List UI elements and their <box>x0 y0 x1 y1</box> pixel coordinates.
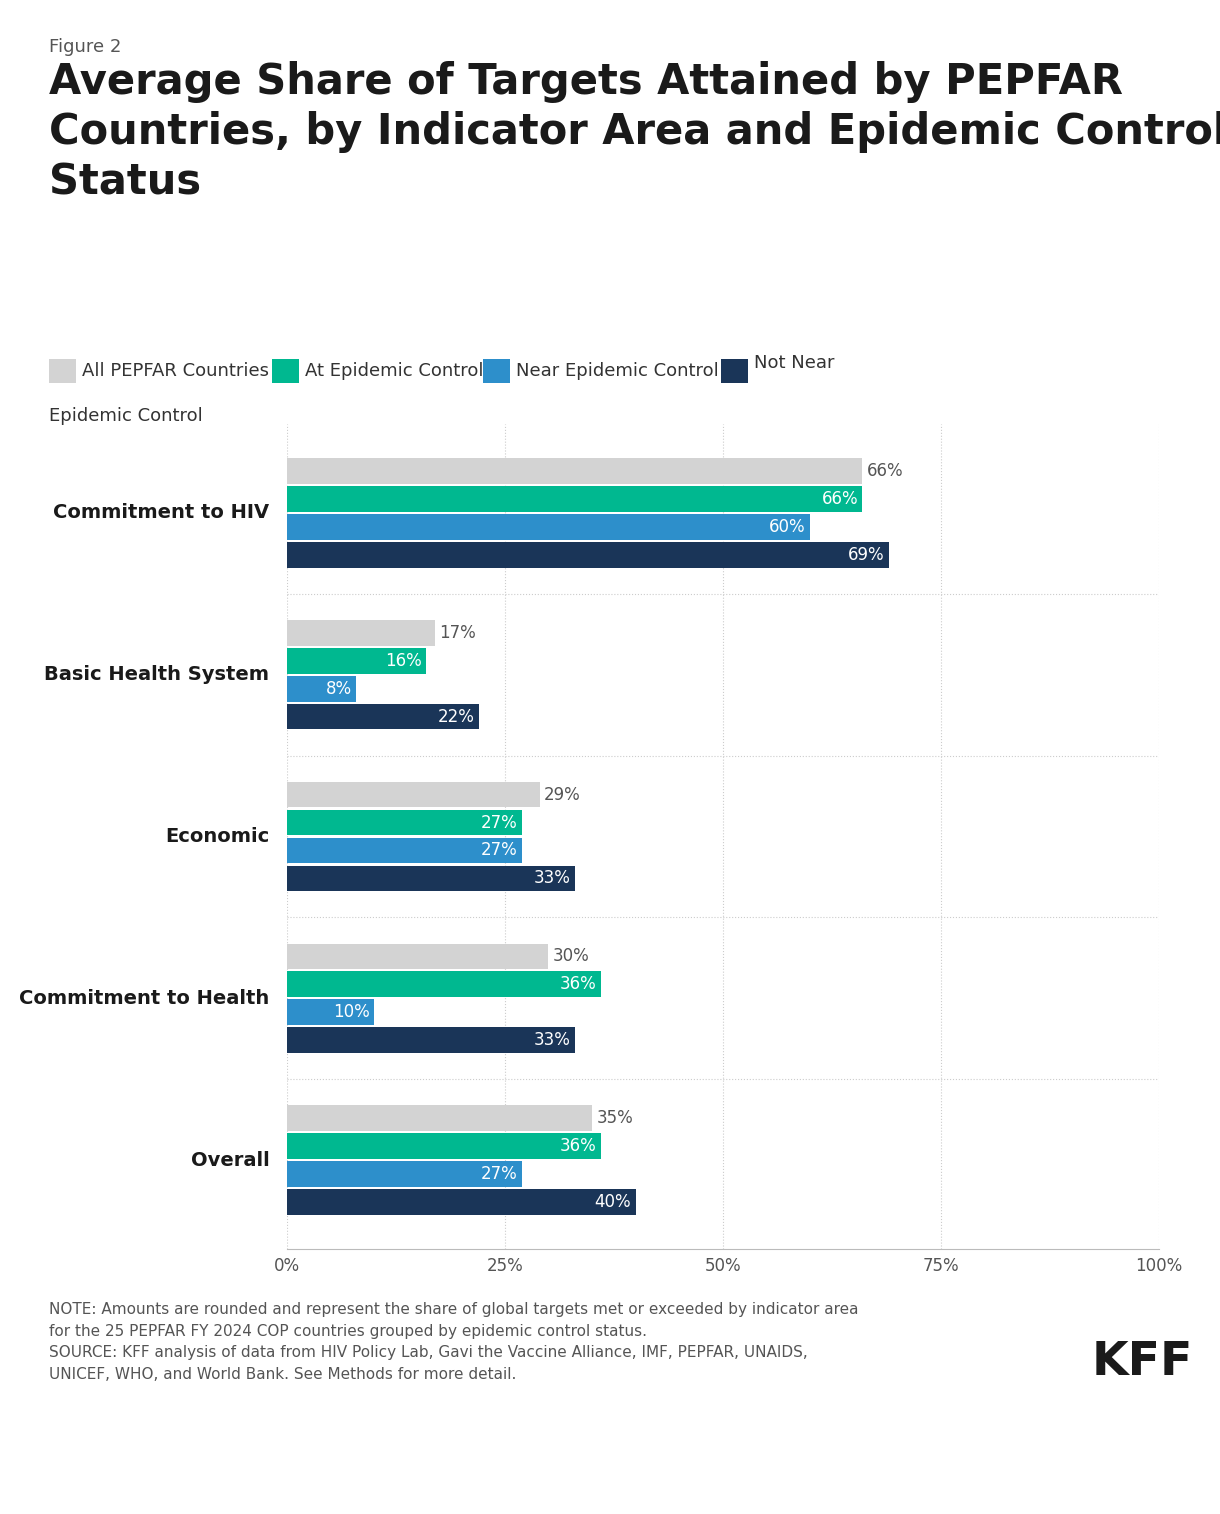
Text: At Epidemic Control: At Epidemic Control <box>305 362 483 380</box>
Text: Commitment to Health: Commitment to Health <box>20 989 270 1008</box>
Text: 66%: 66% <box>866 462 903 480</box>
Bar <box>287 542 888 568</box>
Bar <box>287 1105 592 1131</box>
Text: 30%: 30% <box>553 948 589 966</box>
Text: 8%: 8% <box>326 680 353 698</box>
Text: 10%: 10% <box>333 1004 370 1022</box>
Text: 16%: 16% <box>386 651 422 669</box>
Bar <box>287 515 810 539</box>
Text: 69%: 69% <box>848 547 884 563</box>
Text: KFF: KFF <box>1092 1340 1193 1385</box>
Text: Overall: Overall <box>190 1151 270 1170</box>
Text: NOTE: Amounts are rounded and represent the share of global targets met or excee: NOTE: Amounts are rounded and represent … <box>49 1302 859 1382</box>
Text: 60%: 60% <box>769 518 805 536</box>
Text: 22%: 22% <box>437 707 475 725</box>
Text: 33%: 33% <box>533 869 570 887</box>
Text: 36%: 36% <box>560 975 597 993</box>
Text: Economic: Economic <box>165 827 270 846</box>
Text: Basic Health System: Basic Health System <box>44 665 270 684</box>
Text: 40%: 40% <box>594 1193 631 1211</box>
Bar <box>287 943 548 969</box>
Bar <box>287 459 863 484</box>
Bar <box>287 648 426 674</box>
Bar <box>287 1134 600 1158</box>
Text: 17%: 17% <box>439 624 476 642</box>
Text: Figure 2: Figure 2 <box>49 38 121 56</box>
Bar <box>287 486 863 512</box>
Bar <box>287 837 522 863</box>
Bar <box>287 704 478 730</box>
Bar <box>287 1161 522 1187</box>
Text: 36%: 36% <box>560 1137 597 1155</box>
Bar <box>287 999 373 1025</box>
Text: Average Share of Targets Attained by PEPFAR
Countries, by Indicator Area and Epi: Average Share of Targets Attained by PEP… <box>49 61 1220 203</box>
Bar <box>287 866 575 892</box>
Bar <box>287 781 539 807</box>
Bar <box>287 1188 636 1214</box>
Text: 27%: 27% <box>481 1166 517 1182</box>
Text: Near Epidemic Control: Near Epidemic Control <box>516 362 719 380</box>
Bar <box>287 810 522 836</box>
Text: 27%: 27% <box>481 842 517 860</box>
Text: Not Near: Not Near <box>754 354 834 372</box>
Bar <box>287 619 436 645</box>
Text: 27%: 27% <box>481 813 517 831</box>
Text: 29%: 29% <box>544 786 581 804</box>
Text: 66%: 66% <box>821 491 858 507</box>
Bar <box>287 972 600 998</box>
Text: Commitment to HIV: Commitment to HIV <box>54 503 270 522</box>
Text: 35%: 35% <box>597 1110 633 1126</box>
Text: 33%: 33% <box>533 1031 570 1049</box>
Text: All PEPFAR Countries: All PEPFAR Countries <box>82 362 268 380</box>
Bar <box>287 675 356 701</box>
Text: Epidemic Control: Epidemic Control <box>49 407 203 425</box>
Bar <box>287 1028 575 1054</box>
